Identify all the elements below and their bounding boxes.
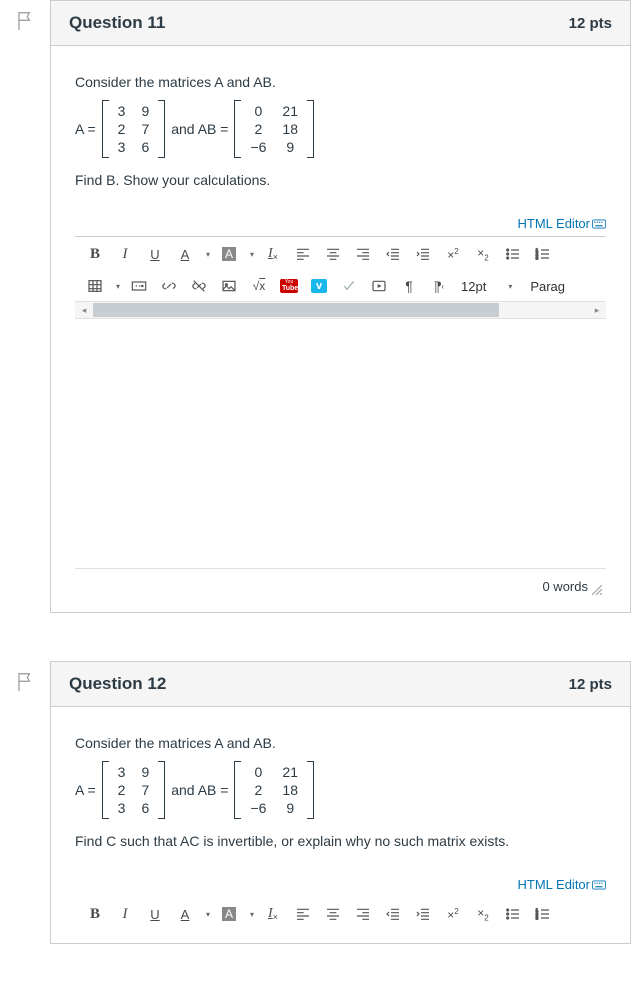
italic-button[interactable]: I xyxy=(111,241,139,267)
scroll-left-button[interactable]: ◂ xyxy=(75,305,93,316)
link-button[interactable] xyxy=(155,273,183,299)
label-a: A = xyxy=(75,121,96,137)
bullet-list-button[interactable] xyxy=(499,241,527,267)
toolbar-row-1: BIUAAI××2×2123 xyxy=(75,237,606,269)
label-a: A = xyxy=(75,782,96,798)
align-right-button[interactable] xyxy=(349,241,377,267)
scroll-track[interactable] xyxy=(93,302,588,318)
checkmark-button[interactable] xyxy=(335,273,363,299)
align-center-button[interactable] xyxy=(319,241,347,267)
superscript-button[interactable]: ×2 xyxy=(439,241,467,267)
indent-button[interactable] xyxy=(409,241,437,267)
clear-format-button[interactable]: I× xyxy=(259,241,287,267)
scroll-right-button[interactable]: ▸ xyxy=(588,305,606,316)
underline-button[interactable]: U xyxy=(141,901,169,927)
text-color-dropdown[interactable] xyxy=(201,901,213,927)
bg-color-button[interactable]: A xyxy=(215,901,243,927)
align-center-button[interactable] xyxy=(319,901,347,927)
matrix: 392736 xyxy=(102,100,166,158)
prompt-line-2: Find B. Show your calculations. xyxy=(75,172,606,188)
bg-color-dropdown[interactable] xyxy=(245,901,257,927)
bg-color-button[interactable]: A xyxy=(215,241,243,267)
align-left-button[interactable] xyxy=(289,901,317,927)
subscript-button[interactable]: ×2 xyxy=(469,241,497,267)
rtl-button[interactable]: ¶‹ xyxy=(425,273,453,299)
indent-button[interactable] xyxy=(409,901,437,927)
unlink-button[interactable] xyxy=(185,273,213,299)
question-header: Question 12 12 pts xyxy=(51,662,630,707)
number-list-button[interactable]: 123 xyxy=(529,901,557,927)
flag-question-button[interactable] xyxy=(16,671,34,693)
youtube-button[interactable]: YouTube xyxy=(275,273,303,299)
html-editor-toggle[interactable]: HTML Editor xyxy=(75,216,606,236)
text-color-button[interactable]: A xyxy=(171,901,199,927)
word-count: 0 words xyxy=(75,569,606,598)
record-button[interactable] xyxy=(365,273,393,299)
bullet-list-button[interactable] xyxy=(499,901,527,927)
matrix-equation: A = 392736 and AB = 021218−69 xyxy=(75,100,606,158)
number-list-button[interactable]: 123 xyxy=(529,241,557,267)
matrix: 392736 xyxy=(102,761,166,819)
resize-grip-icon[interactable] xyxy=(592,583,602,593)
answer-editor[interactable] xyxy=(75,319,606,569)
label-ab: and AB = xyxy=(171,782,228,798)
subscript-button[interactable]: ×2 xyxy=(469,901,497,927)
paragraph-style-select[interactable]: Parag xyxy=(520,279,565,294)
align-right-button[interactable] xyxy=(349,901,377,927)
media-embed-button[interactable] xyxy=(125,273,153,299)
svg-text:3: 3 xyxy=(536,255,539,260)
question-card: Question 12 12 pts Consider the matrices… xyxy=(50,661,631,944)
vimeo-button[interactable]: v xyxy=(305,273,333,299)
align-left-button[interactable] xyxy=(289,241,317,267)
bg-color-dropdown[interactable] xyxy=(245,241,257,267)
prompt-line-1: Consider the matrices A and AB. xyxy=(75,74,606,90)
clear-format-button[interactable]: I× xyxy=(259,901,287,927)
question-card: Question 11 12 pts Consider the matrices… xyxy=(50,0,631,613)
table-dropdown[interactable] xyxy=(111,273,123,299)
flag-column xyxy=(0,661,50,693)
scroll-thumb[interactable] xyxy=(93,303,499,317)
question-header: Question 11 12 pts xyxy=(51,1,630,46)
question-points: 12 pts xyxy=(569,676,612,693)
question-title: Question 11 xyxy=(69,13,165,33)
rich-text-toolbar: BIUAAI××2×2123 √xYouTubev¶¶‹12ptParag ◂ … xyxy=(75,236,606,319)
flag-column xyxy=(0,0,50,32)
question-title: Question 12 xyxy=(69,674,166,694)
text-color-button[interactable]: A xyxy=(171,241,199,267)
superscript-button[interactable]: ×2 xyxy=(439,901,467,927)
toolbar-scrollbar: ◂ ▸ xyxy=(75,301,606,319)
equation-button[interactable]: √x xyxy=(245,273,273,299)
ltr-button[interactable]: ¶ xyxy=(395,273,423,299)
keyboard-icon xyxy=(592,878,606,893)
toolbar-row-2: √xYouTubev ¶¶‹ 12pt Parag xyxy=(75,269,606,301)
italic-button[interactable]: I xyxy=(111,901,139,927)
question-body: Consider the matrices A and AB. A = 3927… xyxy=(51,46,630,612)
keyboard-icon xyxy=(592,217,606,232)
bold-button[interactable]: B xyxy=(81,241,109,267)
underline-button[interactable]: U xyxy=(141,241,169,267)
toolbar-row-1: B I U A A I× ×2 ×2 123 xyxy=(75,897,606,929)
bold-button[interactable]: B xyxy=(81,901,109,927)
html-editor-toggle[interactable]: HTML Editor xyxy=(75,877,606,897)
text-color-dropdown[interactable] xyxy=(201,241,213,267)
matrix: 021218−69 xyxy=(234,100,314,158)
font-size-select[interactable]: 12pt xyxy=(455,279,518,294)
table-button[interactable] xyxy=(81,273,109,299)
outdent-button[interactable] xyxy=(379,901,407,927)
label-ab: and AB = xyxy=(171,121,228,137)
question-points: 12 pts xyxy=(569,15,612,32)
prompt-line-1: Consider the matrices A and AB. xyxy=(75,735,606,751)
font-size-value: 12pt xyxy=(461,279,486,294)
prompt-line-2: Find C such that AC is invertible, or ex… xyxy=(75,833,606,849)
matrix-equation: A = 392736 and AB = 021218−69 xyxy=(75,761,606,819)
flag-question-button[interactable] xyxy=(16,10,34,32)
question-body: Consider the matrices A and AB. A = 3927… xyxy=(51,707,630,943)
matrix: 021218−69 xyxy=(234,761,314,819)
svg-text:3: 3 xyxy=(536,915,539,920)
question-block: Question 11 12 pts Consider the matrices… xyxy=(0,0,631,613)
question-block: Question 12 12 pts Consider the matrices… xyxy=(0,661,631,944)
rich-text-toolbar: B I U A A I× ×2 ×2 123 xyxy=(75,897,606,929)
image-button[interactable] xyxy=(215,273,243,299)
outdent-button[interactable] xyxy=(379,241,407,267)
